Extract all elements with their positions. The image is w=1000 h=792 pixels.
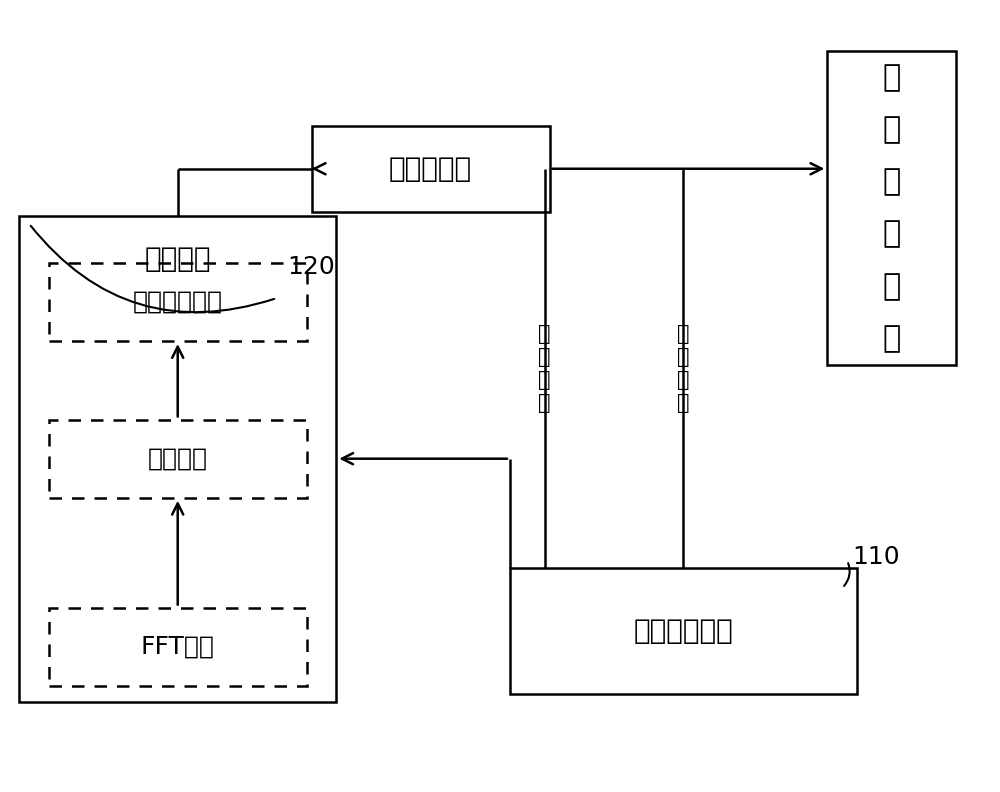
Text: 数据采集单元: 数据采集单元	[634, 617, 733, 645]
Text: 能: 能	[883, 272, 901, 301]
Text: 处理单元: 处理单元	[144, 245, 211, 273]
Bar	[49, 607, 307, 686]
Bar	[510, 569, 857, 694]
Text: 120: 120	[287, 255, 335, 279]
Text: 相位比较: 相位比较	[148, 447, 208, 470]
Text: 电
流
采
集: 电 流 采 集	[677, 324, 690, 413]
Text: 激励信号源: 激励信号源	[389, 154, 472, 183]
Bar	[827, 51, 956, 364]
Text: 器: 器	[883, 324, 901, 353]
Text: 110: 110	[852, 545, 900, 569]
Text: 电
压
采
集: 电 压 采 集	[538, 324, 551, 413]
Text: 波: 波	[883, 167, 901, 196]
Text: 换: 换	[883, 219, 901, 249]
Text: 超: 超	[883, 63, 901, 92]
Text: 驱动频率调节: 驱动频率调节	[133, 290, 223, 314]
Bar	[49, 263, 307, 341]
Text: 声: 声	[883, 115, 901, 144]
Bar	[312, 126, 550, 211]
Bar	[19, 215, 336, 702]
Text: FFT处理: FFT处理	[141, 634, 215, 659]
Bar	[49, 420, 307, 498]
